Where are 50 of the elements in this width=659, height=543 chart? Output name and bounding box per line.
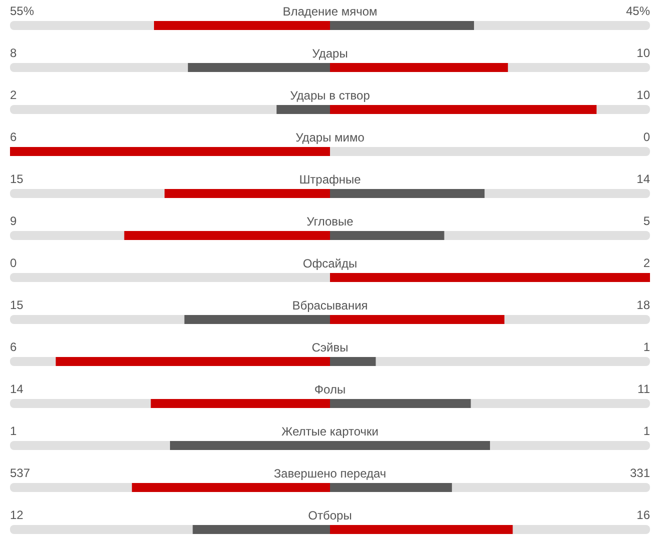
annotation: 1	[643, 340, 650, 354]
y-tick-label: Сэйвы	[312, 340, 348, 354]
y-tick-label: Вбрасывания	[292, 298, 368, 312]
y-tick-label: Удары мимо	[296, 130, 365, 144]
annotation: 5	[643, 214, 650, 228]
annotation: 6	[10, 340, 17, 354]
y-tick-label: Владение мячом	[282, 4, 378, 18]
bar	[132, 483, 330, 492]
annotation: 0	[643, 130, 650, 144]
annotation: 18	[636, 298, 650, 312]
annotation: 11	[638, 382, 650, 396]
bar	[330, 357, 376, 366]
y-tick-label: Угловые	[306, 214, 354, 228]
annotation: 45%	[626, 4, 650, 18]
bar	[330, 399, 471, 408]
annotation: 55%	[10, 4, 34, 18]
annotation: 10	[636, 46, 650, 60]
bar	[154, 21, 330, 30]
annotation: 9	[10, 214, 17, 228]
y-tick-label: Фолы	[314, 382, 346, 396]
annotation: 10	[636, 88, 650, 102]
bar	[330, 21, 474, 30]
annotation: 2	[643, 256, 650, 270]
annotation: 331	[630, 466, 650, 480]
y-tick-label: Удары	[312, 46, 348, 60]
annotation: 15	[10, 298, 24, 312]
annotation: 16	[636, 508, 650, 522]
annotation: 14	[636, 172, 650, 186]
annotation: 1	[10, 424, 17, 438]
bar	[164, 189, 330, 198]
y-tick-label: Желтые карточки	[282, 424, 378, 438]
y-tick-label: Завершено передач	[274, 466, 386, 480]
annotation: 14	[10, 382, 24, 396]
annotation: 6	[10, 130, 17, 144]
annotation: 1	[643, 424, 650, 438]
y-tick-label: Удары в створ	[290, 88, 370, 102]
bar	[150, 399, 330, 408]
annotation: 8	[10, 46, 17, 60]
annotation: 2	[10, 88, 17, 102]
annotation: 0	[10, 256, 17, 270]
annotation: 12	[10, 508, 24, 522]
bar	[124, 231, 330, 240]
y-tick-label: Штрафные	[299, 172, 362, 186]
annotation: 537	[10, 466, 30, 480]
bar	[330, 189, 485, 198]
annotation: 15	[10, 172, 24, 186]
bar	[330, 483, 452, 492]
y-tick-label: Офсайды	[302, 256, 358, 270]
y-tick-label: Отборы	[308, 508, 352, 522]
bar	[330, 231, 444, 240]
